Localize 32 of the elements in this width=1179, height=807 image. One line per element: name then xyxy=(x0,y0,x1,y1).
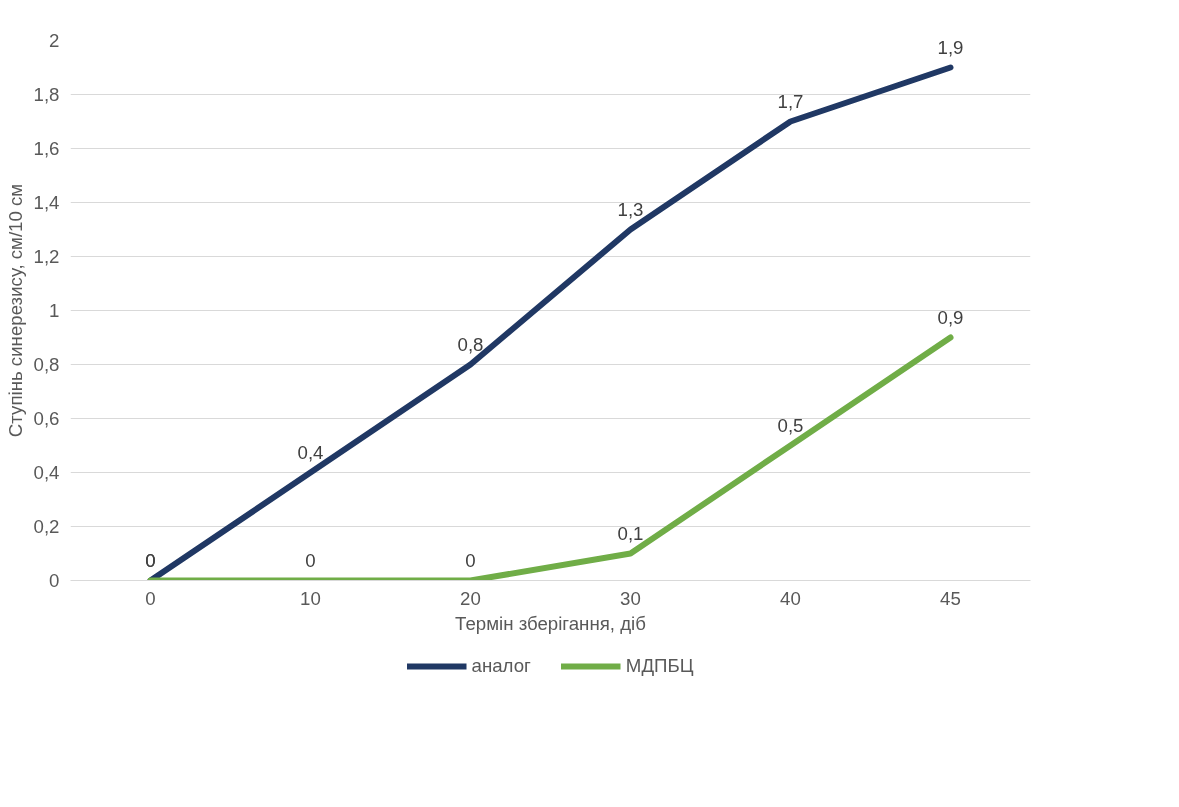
x-tick-label: 30 xyxy=(620,587,641,609)
y-tick-label: 1,4 xyxy=(33,192,60,213)
data-label: 0 xyxy=(145,549,156,571)
data-label: 0 xyxy=(465,549,476,571)
data-label: 1,3 xyxy=(617,198,644,220)
legend-label: аналог xyxy=(471,655,531,677)
data-label: 0 xyxy=(305,549,316,571)
y-tick-label: 0,2 xyxy=(33,516,60,537)
x-tick-label: 40 xyxy=(780,587,801,609)
y-axis-title: Ступінь синерезису, см/10 см xyxy=(4,183,26,438)
x-tick-label: 10 xyxy=(300,587,321,609)
y-tick-label: 0,4 xyxy=(33,462,60,483)
y-tick-label: 1,2 xyxy=(33,246,60,267)
data-label: 1,7 xyxy=(777,90,804,112)
y-tick-label: 0 xyxy=(49,570,60,591)
data-label: 0,5 xyxy=(777,414,804,436)
x-axis-title: Термін зберігання, діб xyxy=(455,612,646,634)
y-tick-label: 0,6 xyxy=(33,408,60,429)
data-label: 0,1 xyxy=(617,522,644,544)
y-tick-label: 1,8 xyxy=(33,84,60,105)
y-tick-label: 1 xyxy=(49,300,60,321)
legend-label: МДПБЦ xyxy=(625,655,694,677)
y-tick-label: 0,8 xyxy=(33,354,60,375)
data-label: 0,9 xyxy=(937,306,964,328)
data-label: 1,9 xyxy=(937,36,964,58)
data-label: 0,8 xyxy=(457,333,484,355)
x-tick-label: 45 xyxy=(940,587,961,609)
y-tick-label: 1,6 xyxy=(33,138,60,159)
y-tick-label: 2 xyxy=(49,30,60,51)
x-tick-label: 20 xyxy=(460,587,481,609)
data-label: 0,4 xyxy=(297,441,324,463)
x-tick-label: 0 xyxy=(145,587,156,609)
